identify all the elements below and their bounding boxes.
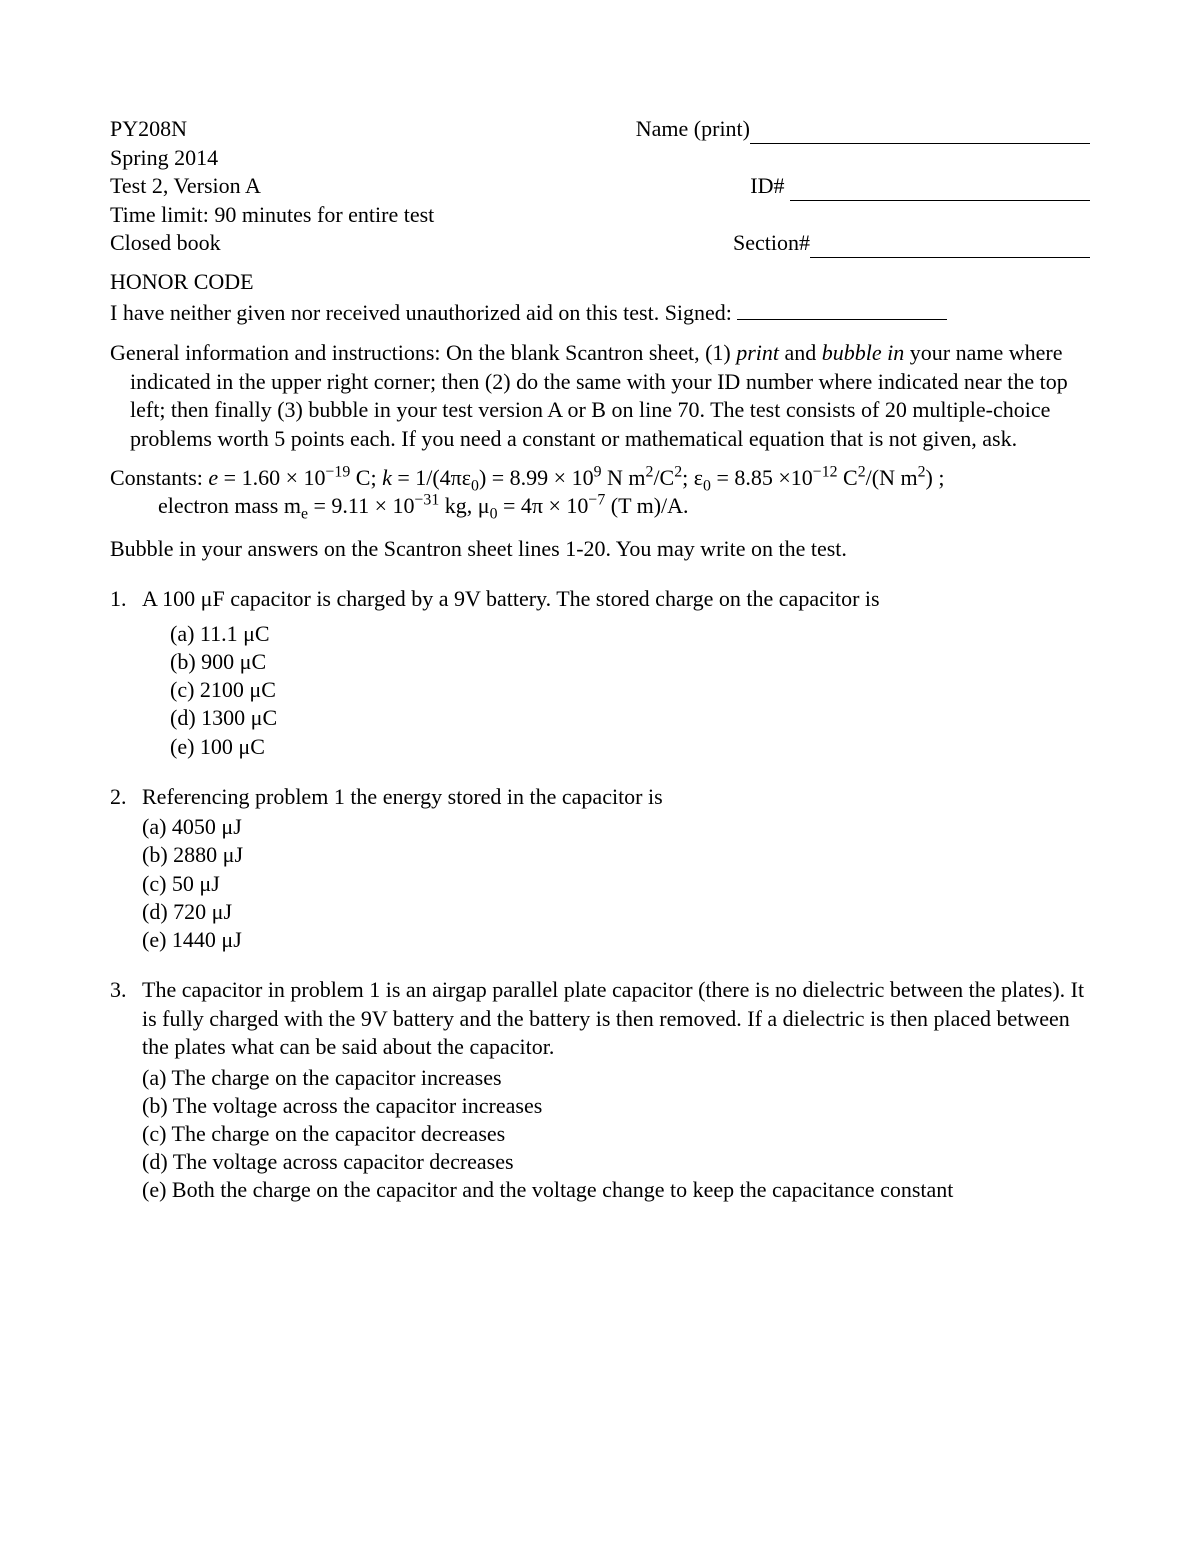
section-blank[interactable] — [810, 235, 1090, 258]
c-m: 2 — [674, 463, 682, 480]
test-version: Test 2, Version A — [110, 172, 261, 201]
c-q: −12 — [813, 463, 838, 480]
questions: 1. A 100 μF capacitor is charged by a 9V… — [110, 585, 1090, 1204]
question-2: 2. Referencing problem 1 the energy stor… — [110, 783, 1090, 954]
q3-e: (e) Both the charge on the capacitor and… — [142, 1176, 1090, 1204]
q3-options: (a) The charge on the capacitor increase… — [142, 1064, 1090, 1205]
instructions-print: print — [736, 340, 779, 365]
c-p: = 8.85 ×10 — [711, 465, 813, 490]
q2-body: Referencing problem 1 the energy stored … — [142, 783, 1090, 954]
bubble-note: Bubble in your answers on the Scantron s… — [110, 535, 1090, 564]
c-l: /C — [653, 465, 674, 490]
q3-d: (d) The voltage across capacitor decreas… — [142, 1148, 1090, 1176]
c2-a: electron mass m — [158, 493, 301, 518]
section-label: Section# — [733, 229, 810, 258]
signed-blank[interactable] — [737, 297, 947, 320]
header-row-3: Closed book Section# — [110, 229, 1090, 258]
c-j: N m — [602, 465, 646, 490]
q3-text: The capacitor in problem 1 is an airgap … — [142, 976, 1090, 1062]
c2-c: = 9.11 × 10 — [308, 493, 415, 518]
c-k: k — [382, 465, 392, 490]
q3-c: (c) The charge on the capacitor decrease… — [142, 1120, 1090, 1148]
header-row-1: PY208N Name (print) — [110, 115, 1090, 144]
id-blank[interactable] — [790, 178, 1090, 201]
c-c: −19 — [326, 463, 351, 480]
section-field: Section# — [733, 229, 1090, 258]
q1-e: (e) 100 μC — [170, 733, 1090, 761]
q1-d: (d) 1300 μC — [170, 704, 1090, 732]
c2-e: kg, μ — [439, 493, 489, 518]
c-n: ; ε — [682, 465, 703, 490]
constants-line2: electron mass me = 9.11 × 10−31 kg, μ0 =… — [110, 492, 1090, 521]
header-row-2: Test 2, Version A ID# — [110, 172, 1090, 201]
q3-b: (b) The voltage across the capacitor inc… — [142, 1092, 1090, 1120]
closed-book: Closed book — [110, 229, 221, 258]
q1-num: 1. — [110, 585, 142, 760]
c-b: = 1.60 × 10 — [218, 465, 325, 490]
constants-label: Constants: — [110, 465, 208, 490]
c-t: /(N m — [866, 465, 918, 490]
q2-num: 2. — [110, 783, 142, 954]
c-u: 2 — [918, 463, 926, 480]
c-v: ) ; — [926, 465, 945, 490]
instructions: General information and instructions: On… — [110, 339, 1090, 453]
q3-body: The capacitor in problem 1 is an airgap … — [142, 976, 1090, 1205]
q2-a: (a) 4050 μJ — [142, 813, 1090, 841]
instructions-bubble: bubble in — [822, 340, 905, 365]
constants-line1: Constants: e = 1.60 × 10−19 C; k = 1/(4π… — [110, 464, 1090, 493]
honor-line: I have neither given nor received unauth… — [110, 297, 1090, 328]
course-code: PY208N — [110, 115, 187, 144]
q3-num: 3. — [110, 976, 142, 1205]
id-label: ID# — [750, 172, 784, 201]
c-r: C — [838, 465, 858, 490]
name-label: Name (print) — [636, 115, 750, 144]
c-f: = 1/(4πε — [392, 465, 471, 490]
name-blank[interactable] — [750, 121, 1090, 144]
c2-i: (T m)/A. — [605, 493, 688, 518]
q2-c: (c) 50 μJ — [142, 870, 1090, 898]
q2-b: (b) 2880 μJ — [142, 841, 1090, 869]
instructions-and: and — [779, 340, 822, 365]
c-e: e — [208, 465, 218, 490]
time-limit: Time limit: 90 minutes for entire test — [110, 201, 1090, 230]
c-h: ) = 8.99 × 10 — [479, 465, 594, 490]
c2-d: −31 — [415, 492, 440, 509]
question-1: 1. A 100 μF capacitor is charged by a 9V… — [110, 585, 1090, 760]
q1-text: A 100 μF capacitor is charged by a 9V ba… — [142, 585, 1090, 614]
q1-b: (b) 900 μC — [170, 648, 1090, 676]
c2-g: = 4π × 10 — [497, 493, 588, 518]
instructions-prefix: General information and instructions: On… — [110, 340, 736, 365]
q1-a: (a) 11.1 μC — [170, 620, 1090, 648]
exam-page: PY208N Name (print) Spring 2014 Test 2, … — [0, 0, 1200, 1553]
c-s: 2 — [858, 463, 866, 480]
c-d: C; — [350, 465, 382, 490]
q2-e: (e) 1440 μJ — [142, 926, 1090, 954]
id-field: ID# — [750, 172, 1090, 201]
honor-title: HONOR CODE — [110, 268, 1090, 297]
honor-block: HONOR CODE I have neither given nor rece… — [110, 268, 1090, 327]
c-i: 9 — [594, 463, 602, 480]
q3-a: (a) The charge on the capacitor increase… — [142, 1064, 1090, 1092]
q1-body: A 100 μF capacitor is charged by a 9V ba… — [142, 585, 1090, 760]
name-field: Name (print) — [636, 115, 1090, 144]
term: Spring 2014 — [110, 144, 1090, 173]
q2-text: Referencing problem 1 the energy stored … — [142, 783, 1090, 812]
q2-d: (d) 720 μJ — [142, 898, 1090, 926]
c2-b: e — [301, 506, 308, 523]
question-3: 3. The capacitor in problem 1 is an airg… — [110, 976, 1090, 1205]
q1-options: (a) 11.1 μC (b) 900 μC (c) 2100 μC (d) 1… — [142, 620, 1090, 761]
constants-block: Constants: e = 1.60 × 10−19 C; k = 1/(4π… — [110, 464, 1090, 521]
q1-c: (c) 2100 μC — [170, 676, 1090, 704]
c2-h: −7 — [588, 492, 605, 509]
c-o: 0 — [703, 477, 711, 494]
q2-options: (a) 4050 μJ (b) 2880 μJ (c) 50 μJ (d) 72… — [142, 813, 1090, 954]
honor-text: I have neither given nor received unauth… — [110, 300, 732, 325]
